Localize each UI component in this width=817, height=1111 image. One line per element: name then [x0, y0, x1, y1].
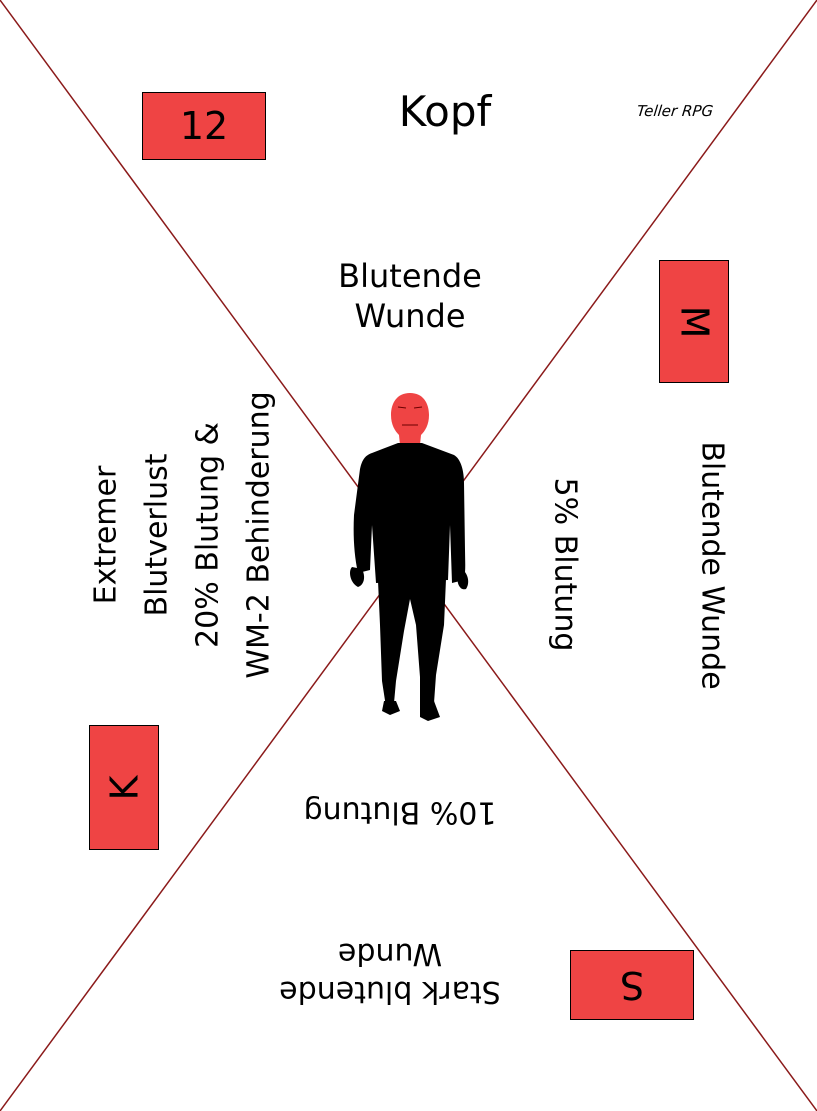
left-line3: 20% Blutung & — [190, 422, 226, 648]
right-inner-wrap — [460, 418, 700, 458]
face-marks — [397, 406, 423, 426]
left-line2: Blutverlust — [139, 453, 175, 617]
right-hand — [457, 571, 469, 590]
left-line1: Extremer — [88, 465, 124, 605]
brand-label: Teller RPG — [636, 102, 715, 120]
card-title: Kopf — [398, 87, 492, 136]
bottom-outer-label: Stark blutende Wunde — [240, 935, 540, 1010]
left-shoe — [382, 701, 400, 715]
right-inner-label: 5% Blutung — [547, 477, 583, 652]
legs — [378, 579, 446, 713]
head-highlight — [391, 393, 429, 445]
box-bottom-label: S — [619, 963, 645, 1007]
left-label: Extremer Blutverlust 20% Blutung & WM-2 … — [81, 391, 285, 678]
box-left: K — [89, 725, 159, 850]
bottom-outer-line2: Wunde — [337, 936, 443, 972]
right-inner-label-box: 5% Blutung — [545, 462, 585, 667]
torso — [353, 443, 466, 583]
person-silhouette-icon — [350, 393, 469, 721]
top-wound-line1: Blutende — [338, 257, 482, 295]
box-right: M — [659, 260, 729, 383]
right-shoe — [420, 701, 440, 721]
left-label-box: Extremer Blutverlust 20% Blutung & WM-2 … — [80, 365, 285, 705]
left-hand — [350, 567, 365, 587]
left-line4: WM-2 Behinderung — [241, 391, 277, 679]
box-right-label: M — [671, 305, 716, 338]
right-outer-label-box: Blutende Wunde — [690, 420, 734, 710]
bottom-outer-line1: Stark blutende — [279, 974, 501, 1009]
number-box-label: 12 — [179, 104, 229, 148]
number-box: 12 — [142, 92, 266, 160]
box-bottom: S — [570, 950, 694, 1020]
top-wound-line2: Wunde — [354, 297, 466, 335]
bottom-inner-label: 10% Blutung — [303, 794, 497, 830]
top-wound-label: Blutende Wunde — [300, 256, 520, 336]
right-outer-label: Blutende Wunde — [694, 440, 730, 690]
box-left-label: K — [101, 775, 146, 800]
